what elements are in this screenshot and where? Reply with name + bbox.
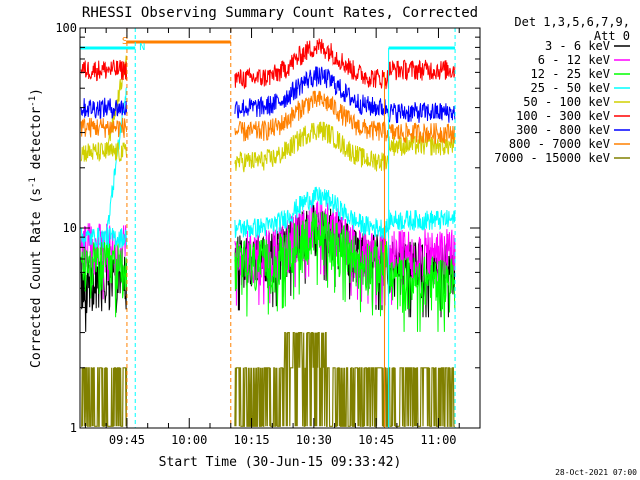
legend-label-2: 12 - 25 keV [531, 67, 610, 81]
y-label-main: Corrected Count Rate (s [29, 188, 44, 368]
y-axis-label: Corrected Count Rate (s-1 detector-1) [28, 88, 44, 368]
series-12-25kev [80, 210, 456, 332]
series-line-segment [80, 141, 128, 162]
series-line-segment [388, 122, 456, 145]
series-line-segment [234, 210, 389, 317]
series-line-segment [80, 59, 128, 82]
y-tick-label-1: 1 [70, 421, 77, 435]
legend-label-8: 7000 - 15000 keV [494, 151, 610, 165]
plot-layer: SN [80, 28, 456, 428]
x-tick-label-1015: 10:15 [233, 433, 269, 447]
series-line-segment [388, 209, 456, 231]
series-line-segment [234, 38, 389, 90]
chart-title: RHESSI Observing Summary Count Rates, Co… [82, 5, 478, 21]
legend-label-3: 25 - 50 keV [531, 81, 610, 95]
legend-label-0: 3 - 6 keV [545, 39, 610, 53]
x-tick-label-1100: 11:00 [420, 433, 456, 447]
y-tick-label-10: 10 [63, 221, 77, 235]
legend-label-4: 50 - 100 keV [523, 95, 610, 109]
y-label-sup-1: -1 [28, 177, 38, 188]
series-line-segment [80, 241, 128, 318]
series-line-segment [388, 102, 456, 124]
saa-label: S [122, 36, 128, 47]
footer-date: 28-Oct-2021 07:00 [555, 468, 637, 477]
series-line-segment [388, 255, 456, 332]
y-tick-label-100: 100 [55, 21, 77, 35]
series-line-segment [80, 227, 128, 249]
series-100-300kev [80, 38, 456, 90]
series-800-7000kev [80, 90, 456, 145]
series-line-segment [388, 59, 456, 81]
night-label: N [139, 42, 145, 53]
series-300-800kev [80, 66, 456, 124]
x-axis-label: Start Time (30-Jun-15 09:33:42) [159, 455, 402, 470]
legend-header-line-1: Det 1,3,5,6,7,9, [514, 15, 630, 29]
series-line-segment [234, 186, 389, 239]
legend-header-line-2: Att 0 [594, 29, 630, 43]
series-line-segment [234, 332, 390, 427]
y-label-mid: detector [29, 107, 44, 178]
series-line-segment [80, 97, 128, 119]
legend-label-1: 6 - 12 keV [538, 53, 610, 67]
x-tick-label-1000: 10:00 [171, 433, 207, 447]
x-tick-label-1030: 10:30 [296, 433, 332, 447]
series-line-segment [81, 367, 128, 427]
series-line-segment [80, 117, 128, 138]
y-label-sup-2: -1 [28, 96, 38, 107]
series-line-segment [234, 66, 389, 119]
series-line-segment [234, 121, 389, 173]
series-line-segment [388, 228, 456, 305]
axis-layer: 1 10 100 09:45 10:00 10:15 10:30 10:45 11:00 [55, 21, 481, 447]
series-line-segment [388, 367, 455, 427]
legend-label-6: 300 - 800 keV [516, 123, 610, 137]
legend-label-5: 100 - 300 keV [516, 109, 610, 123]
y-label-end: ) [29, 88, 44, 96]
x-tick-label-0945: 09:45 [109, 433, 145, 447]
legend-label-7: 800 - 7000 keV [509, 137, 610, 151]
x-tick-label-1045: 10:45 [358, 433, 394, 447]
series-line-segment [234, 90, 389, 142]
series-7000-15000kev [81, 332, 455, 427]
